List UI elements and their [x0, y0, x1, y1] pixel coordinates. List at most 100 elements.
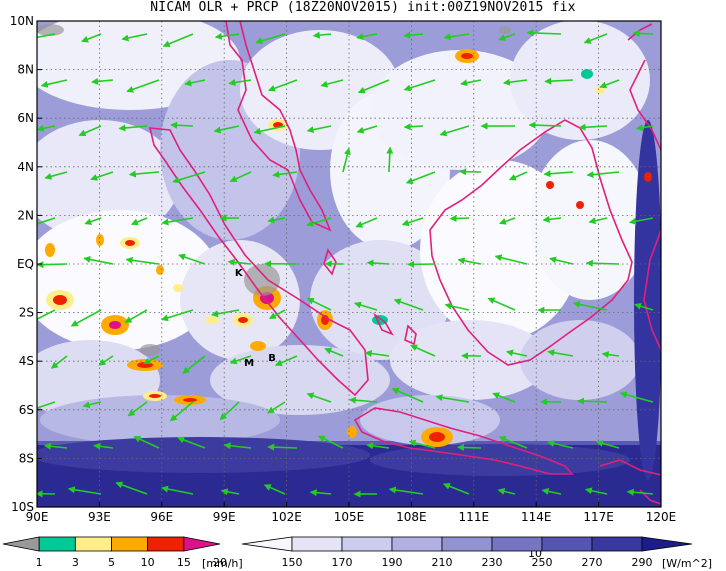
colorbar-tick-label: 5	[108, 556, 115, 569]
wind-arrow	[312, 31, 332, 39]
colorbar-tick-label: 210	[432, 556, 453, 569]
wind-arrow	[161, 217, 194, 226]
wind-arrow	[213, 125, 240, 134]
wind-arrow	[178, 253, 206, 265]
wind-arrow	[388, 486, 424, 495]
wind-arrow	[499, 217, 516, 225]
wind-arrow	[542, 215, 562, 223]
wind-arrow	[632, 29, 654, 37]
colorbar-swatch	[391, 536, 443, 552]
wind-arrow	[37, 124, 56, 132]
wind-arrow	[78, 125, 102, 137]
colorbar-swatch	[183, 536, 221, 552]
wind-arrow	[588, 217, 608, 225]
lon-tick-label: 102E	[271, 510, 302, 524]
wind-arrow	[143, 355, 160, 365]
wind-arrow	[439, 125, 470, 137]
wind-arrow	[492, 392, 516, 403]
lat-tick-label: 4S	[19, 354, 34, 368]
wind-arrow	[229, 355, 252, 365]
colorbar-swatch	[111, 536, 149, 552]
wind-arrow	[366, 259, 390, 267]
wind-arrow	[263, 484, 286, 495]
wind-arrow	[526, 29, 562, 37]
wind-arrow	[82, 401, 102, 409]
wind-arrow	[309, 489, 332, 497]
wind-arrow	[70, 309, 102, 327]
wind-arrow	[115, 481, 148, 495]
wind-arrow	[508, 171, 528, 181]
wind-arrow	[487, 297, 516, 311]
wind-arrow	[37, 217, 56, 225]
wind-arrow	[90, 171, 114, 181]
wind-arrow	[547, 349, 574, 357]
wind-arrow	[449, 214, 470, 222]
wind-arrow	[172, 171, 206, 184]
wind-arrow	[37, 33, 56, 39]
wind-arrow	[274, 355, 298, 367]
wind-arrow	[253, 125, 286, 135]
wind-arrow	[401, 217, 424, 227]
wind-arrow	[391, 387, 424, 403]
wind-arrow	[169, 401, 194, 422]
wind-arrow	[502, 78, 528, 86]
precip-field	[37, 24, 652, 447]
wind-arrow	[67, 486, 102, 495]
wind-arrow	[125, 256, 160, 265]
wind-arrow	[37, 261, 68, 269]
wind-arrow	[267, 216, 286, 224]
lat-tick-label: 8S	[19, 451, 34, 465]
colorbar-swatch	[2, 536, 40, 552]
wind-arrow	[549, 256, 574, 265]
wind-arrow	[121, 33, 148, 42]
colorbar-tick-label: 1	[36, 556, 43, 569]
colorbar-tick-label: 170	[332, 556, 353, 569]
wind-arrow	[456, 443, 482, 451]
colorbar-tick-label: 10	[141, 556, 155, 569]
coastlines	[148, 21, 661, 505]
wind-arrow	[128, 170, 160, 178]
wind-arrow	[40, 79, 68, 88]
lon-tick-label: 120E	[646, 510, 677, 524]
wind-arrow	[44, 171, 68, 180]
wind-arrow	[306, 217, 332, 227]
wind-arrow	[444, 302, 470, 311]
wind-arrow	[403, 31, 424, 39]
wind-arrow	[583, 33, 608, 44]
colorbar-tick-label: 150	[282, 556, 303, 569]
lat-tick-label: 2S	[19, 306, 34, 320]
wind-arrow	[170, 121, 194, 129]
lon-tick-label: 114E	[521, 510, 552, 524]
latitude-tick-labels: 10N 8N 6N 4N 2N EQ 2S 4S 6S 8S 10S	[10, 14, 42, 514]
colorbar-swatch	[147, 536, 185, 552]
colorbar-tick-label: 3	[72, 556, 79, 569]
wind-arrow	[37, 309, 56, 321]
lat-tick-label: 2N	[17, 208, 34, 222]
wind-arrow	[93, 442, 114, 450]
wind-arrow	[91, 77, 114, 85]
lon-tick-label: 99E	[213, 510, 236, 524]
wind-arrow	[268, 309, 286, 320]
wind-arrow	[494, 254, 528, 265]
wind-arrow	[184, 79, 206, 87]
wind-arrow	[348, 396, 378, 404]
wind-arrow	[601, 351, 620, 359]
precip-colorbar: 1 3 5 10 15 20	[2, 536, 227, 569]
station-label-m: M	[244, 358, 254, 369]
colorbar-swatch	[641, 536, 693, 552]
wind-arrow	[306, 125, 332, 134]
wind-arrow	[460, 79, 482, 87]
lon-tick-label: 111E	[459, 510, 490, 524]
wind-arrow	[37, 401, 56, 412]
longitude-tick-labels: 90E 93E 96E 99E 102E 105E 108E 111E 114E 117E 120E	[26, 502, 677, 524]
wind-arrow	[227, 258, 252, 266]
precip-unit-label: [mm/h]	[202, 557, 243, 570]
wind-arrow	[255, 33, 286, 45]
wind-arrow	[43, 442, 68, 450]
wind-arrow	[403, 79, 436, 92]
wind-arrow	[628, 217, 654, 225]
wind-arrow	[219, 401, 240, 421]
wind-arrow	[586, 171, 620, 179]
wind-arrow	[161, 485, 194, 495]
